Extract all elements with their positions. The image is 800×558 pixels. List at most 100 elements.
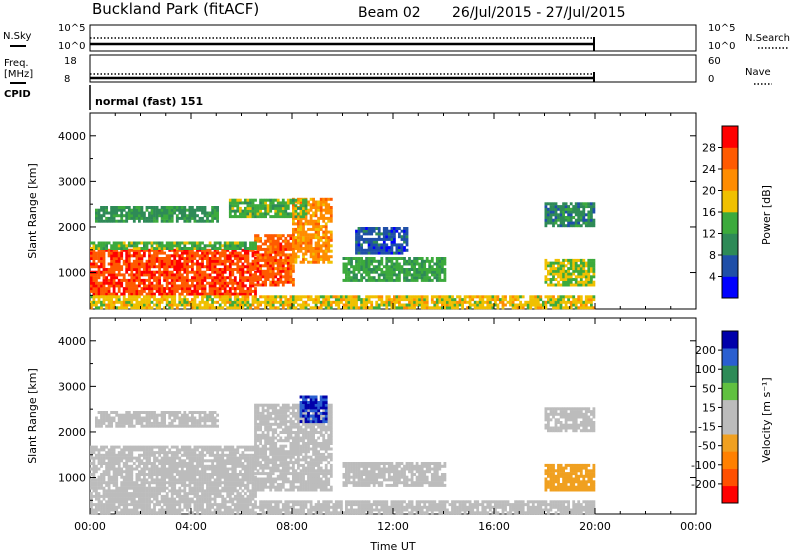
power-cell [310, 298, 313, 301]
power-cell [441, 301, 444, 304]
power-cell [282, 281, 285, 284]
velocity-cell [128, 451, 131, 454]
power-cell [113, 263, 116, 266]
power-cell [196, 254, 199, 257]
power-cell [320, 214, 323, 217]
power-cell [226, 247, 229, 250]
power-cell [143, 279, 146, 282]
power-cell [360, 235, 363, 238]
velocity-cell [141, 454, 144, 457]
power-cell [186, 282, 189, 285]
power-cell [312, 261, 315, 264]
power-cell [345, 273, 348, 276]
power-cell [201, 295, 204, 298]
power-cell [171, 273, 174, 276]
power-cell [577, 306, 580, 309]
power-cell [492, 295, 495, 298]
power-cell [406, 263, 409, 266]
velocity-cell [125, 495, 128, 498]
velocity-cell [194, 492, 197, 495]
power-cell [451, 295, 454, 298]
power-cell [93, 252, 96, 255]
velocity-cell [249, 468, 252, 471]
velocity-cell [206, 498, 209, 501]
power-cell [325, 298, 328, 301]
power-cell [239, 279, 242, 282]
power-cell [194, 271, 197, 274]
power-cell [244, 293, 247, 296]
power-cell [330, 198, 333, 201]
power-cell [295, 231, 298, 234]
velocity-cell [98, 498, 101, 501]
velocity-cell [100, 448, 103, 451]
power-cell [580, 211, 583, 214]
power-cell [231, 254, 234, 257]
power-cell [234, 295, 237, 298]
velocity-cell [110, 492, 113, 495]
power-cell [552, 273, 555, 276]
power-cell [234, 199, 237, 202]
power-cell [103, 257, 106, 260]
velocity-cell [108, 473, 111, 476]
power-cell [565, 275, 568, 278]
nsky-label: N.Sky [3, 31, 31, 42]
power-cell [151, 220, 154, 223]
power-cell [406, 243, 409, 246]
power-cell [204, 284, 207, 287]
power-cell [247, 276, 250, 279]
power-cell [489, 295, 492, 298]
power-cell [580, 262, 583, 265]
power-cell [103, 265, 106, 268]
velocity-cell [239, 465, 242, 468]
power-cell [388, 304, 391, 307]
power-cell [151, 290, 154, 293]
power-cell [191, 279, 194, 282]
power-cell [585, 298, 588, 301]
power-cell [522, 295, 525, 298]
power-cell [226, 242, 229, 245]
power-cell [391, 268, 394, 271]
power-cell [423, 295, 426, 298]
power-cell [426, 271, 429, 274]
velocity-cell [254, 495, 257, 498]
power-cell [580, 281, 583, 284]
power-cell [545, 264, 548, 267]
power-cell [189, 271, 192, 274]
power-cell [108, 304, 111, 307]
power-cell [315, 261, 318, 264]
velocity-cell [262, 423, 265, 426]
power-cell [297, 233, 300, 236]
power-cell [264, 295, 267, 298]
power-cell [153, 252, 156, 255]
power-cell [577, 295, 580, 298]
power-cell [436, 263, 439, 266]
velocity-cell [236, 448, 239, 451]
power-cell [161, 265, 164, 268]
power-cell [108, 293, 111, 296]
power-cell [158, 209, 161, 212]
power-cell [378, 295, 381, 298]
power-cell [305, 233, 308, 236]
velocity-cell [93, 468, 96, 471]
power-cell [262, 199, 265, 202]
velocity-cell [191, 489, 194, 492]
velocity-cell [103, 498, 106, 501]
power-cell [315, 225, 318, 228]
power-cell [401, 230, 404, 233]
power-cell [391, 230, 394, 233]
velocity-cell [103, 462, 106, 465]
power-cell [161, 247, 164, 250]
power-cell [365, 238, 368, 241]
velocity-cell [158, 473, 161, 476]
power-cell [413, 306, 416, 309]
velocity-cell [257, 480, 260, 483]
power-cell [199, 247, 202, 250]
power-cell [156, 306, 159, 309]
velocity-cell [239, 446, 242, 449]
power-cell [221, 244, 224, 247]
power-cell [201, 257, 204, 260]
velocity-cell [130, 465, 133, 468]
power-cell [322, 242, 325, 245]
power-cell [325, 236, 328, 239]
power-cell [178, 301, 181, 304]
